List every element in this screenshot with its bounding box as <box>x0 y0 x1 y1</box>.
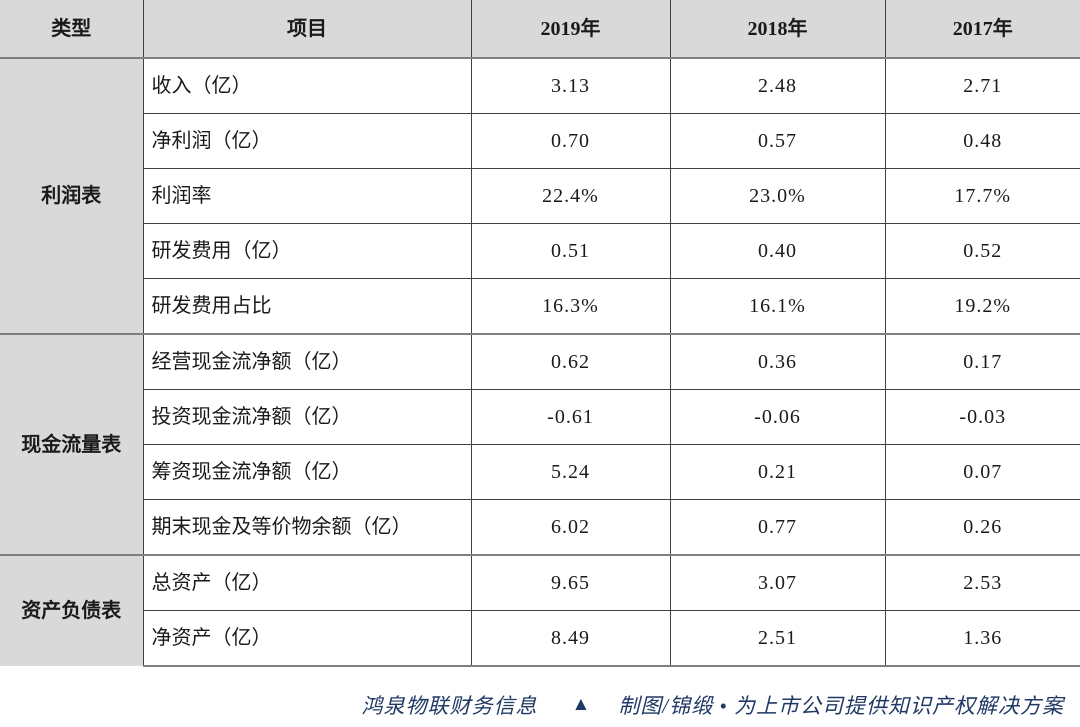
row-item-label: 期末现金及等价物余额（亿） <box>143 499 472 555</box>
table-row: 筹资现金流净额（亿） 5.24 0.21 0.07 <box>0 444 1080 500</box>
cell-value-2018: 23.0% <box>670 168 886 224</box>
financial-table: 类型 项目 2019年 2018年 2017年 利润表 收入（亿） 3.13 2… <box>0 0 1080 667</box>
cell-value-2017: 1.36 <box>885 610 1080 667</box>
table-row: 研发费用（亿） 0.51 0.40 0.52 <box>0 223 1080 279</box>
row-item-label: 投资现金流净额（亿） <box>143 389 472 445</box>
col-header-item: 项目 <box>143 0 472 59</box>
cell-value-2019: -0.61 <box>471 389 671 445</box>
cell-value-2018: 2.51 <box>670 610 886 667</box>
cell-value-2017: 0.48 <box>885 113 1080 169</box>
row-item-label: 净利润（亿） <box>143 113 472 169</box>
row-item-label: 经营现金流净额（亿） <box>143 333 472 390</box>
table-row: 投资现金流净额（亿） -0.61 -0.06 -0.03 <box>0 389 1080 445</box>
row-item-label: 收入（亿） <box>143 57 472 114</box>
cell-value-2019: 16.3% <box>471 278 671 334</box>
cell-value-2019: 6.02 <box>471 499 671 555</box>
table-row: 净利润（亿） 0.70 0.57 0.48 <box>0 113 1080 169</box>
cell-value-2017: 2.53 <box>885 554 1080 611</box>
cell-value-2019: 0.70 <box>471 113 671 169</box>
cell-value-2019: 22.4% <box>471 168 671 224</box>
cell-value-2018: 2.48 <box>670 57 886 114</box>
cell-value-2018: 0.21 <box>670 444 886 500</box>
section-label-balance-sheet: 资产负债表 <box>0 554 144 666</box>
col-header-2018: 2018年 <box>670 0 886 59</box>
cell-value-2018: 3.07 <box>670 554 886 611</box>
section-label-cash-flow: 现金流量表 <box>0 333 144 555</box>
cell-value-2017: 2.71 <box>885 57 1080 114</box>
col-header-2017: 2017年 <box>885 0 1080 59</box>
cell-value-2017: 0.52 <box>885 223 1080 279</box>
table-row: 期末现金及等价物余额（亿） 6.02 0.77 0.26 <box>0 499 1080 555</box>
footer-caption: 鸿泉物联财务信息 ▲ 制图/锦缎 • 为上市公司提供知识产权解决方案 <box>0 683 1080 727</box>
cell-value-2017: 19.2% <box>885 278 1080 334</box>
table-row: 利润表 收入（亿） 3.13 2.48 2.71 <box>0 57 1080 334</box>
cell-value-2019: 0.62 <box>471 333 671 390</box>
footer-source-label: 鸿泉物联财务信息 <box>361 694 538 718</box>
cell-value-2017: 0.07 <box>885 444 1080 500</box>
cell-value-2018: 0.36 <box>670 333 886 390</box>
cell-value-2017: 17.7% <box>885 168 1080 224</box>
cell-value-2019: 9.65 <box>471 554 671 611</box>
table-row: 研发费用占比 16.3% 16.1% 19.2% <box>0 278 1080 334</box>
footer-credit-text: 制图/锦缎 • 为上市公司提供知识产权解决方案 <box>618 694 1064 718</box>
cell-value-2019: 0.51 <box>471 223 671 279</box>
section-label-income-statement: 利润表 <box>0 57 144 334</box>
table-row: 资产负债表 总资产（亿） 9.65 3.07 2.53 <box>0 554 1080 666</box>
cell-value-2018: 0.40 <box>670 223 886 279</box>
table-row: 现金流量表 经营现金流净额（亿） 0.62 0.36 0.17 <box>0 333 1080 555</box>
cell-value-2019: 5.24 <box>471 444 671 500</box>
cell-value-2018: -0.06 <box>670 389 886 445</box>
row-item-label: 总资产（亿） <box>143 554 472 611</box>
row-item-label: 净资产（亿） <box>143 610 472 667</box>
cell-value-2018: 0.57 <box>670 113 886 169</box>
row-item-label: 研发费用（亿） <box>143 223 472 279</box>
cell-value-2018: 0.77 <box>670 499 886 555</box>
table-row: 利润率 22.4% 23.0% 17.7% <box>0 168 1080 224</box>
row-item-label: 利润率 <box>143 168 472 224</box>
cell-value-2017: 0.26 <box>885 499 1080 555</box>
col-header-2019: 2019年 <box>471 0 671 59</box>
cell-value-2019: 3.13 <box>471 57 671 114</box>
table-header-row: 类型 项目 2019年 2018年 2017年 <box>0 0 1080 59</box>
table-row: 净资产（亿） 8.49 2.51 1.36 <box>0 610 1080 667</box>
col-header-type: 类型 <box>0 0 144 59</box>
cell-value-2019: 8.49 <box>471 610 671 667</box>
triangle-icon: ▲ <box>571 694 591 715</box>
cell-value-2018: 16.1% <box>670 278 886 334</box>
cell-value-2017: 0.17 <box>885 333 1080 390</box>
row-item-label: 研发费用占比 <box>143 278 472 334</box>
row-item-label: 筹资现金流净额（亿） <box>143 444 472 500</box>
cell-value-2017: -0.03 <box>885 389 1080 445</box>
